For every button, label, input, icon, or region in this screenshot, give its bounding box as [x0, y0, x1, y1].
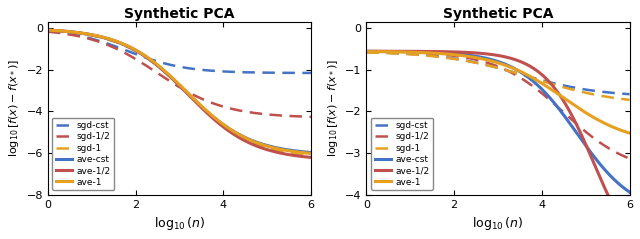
Title: Synthetic PCA: Synthetic PCA	[124, 7, 235, 21]
X-axis label: $\log_{10}(n)$: $\log_{10}(n)$	[154, 215, 205, 232]
Legend: sgd-cst, sgd-1/2, sgd-1, ave-cst, ave-1/2, ave-1: sgd-cst, sgd-1/2, sgd-1, ave-cst, ave-1/…	[371, 118, 433, 190]
Legend: sgd-cst, sgd-1/2, sgd-1, ave-cst, ave-1/2, ave-1: sgd-cst, sgd-1/2, sgd-1, ave-cst, ave-1/…	[52, 118, 115, 190]
Title: Synthetic PCA: Synthetic PCA	[443, 7, 553, 21]
Y-axis label: $\log_{10}[f(x)-f(x_*)]$: $\log_{10}[f(x)-f(x_*)]$	[7, 59, 21, 158]
X-axis label: $\log_{10}(n)$: $\log_{10}(n)$	[472, 215, 524, 232]
Y-axis label: $\log_{10}[f(x)-f(x_*)]$: $\log_{10}[f(x)-f(x_*)]$	[326, 59, 340, 158]
